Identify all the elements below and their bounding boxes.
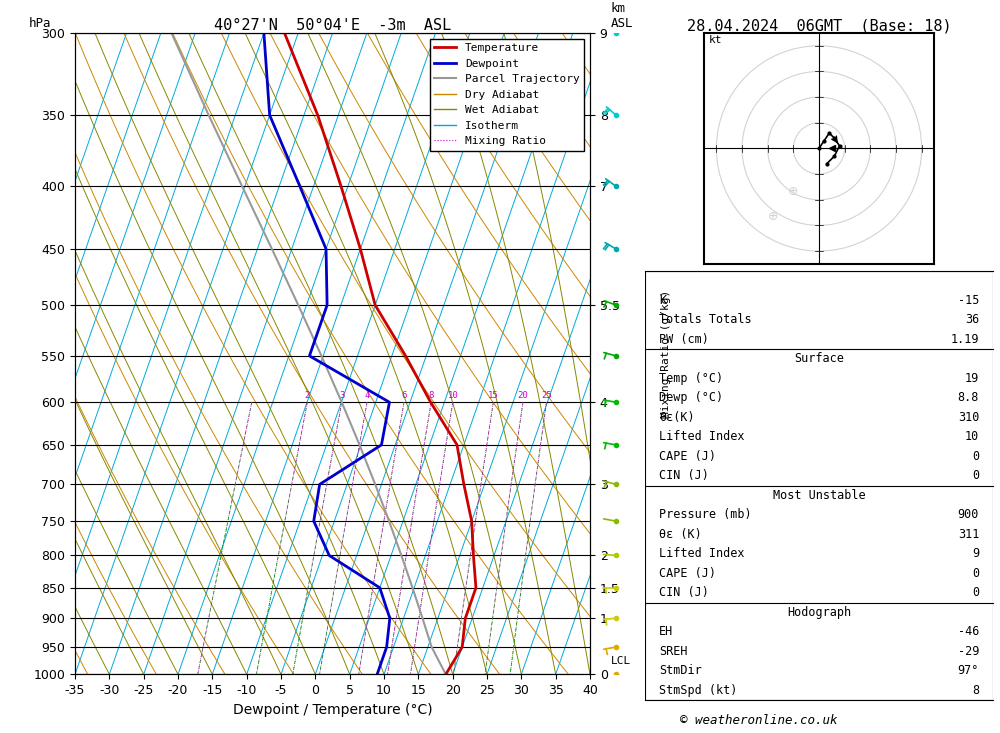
Text: K: K [659, 294, 666, 307]
Text: LCL: LCL [611, 655, 631, 666]
Text: 0: 0 [972, 469, 979, 482]
Text: 3: 3 [339, 391, 344, 399]
Text: θε(K): θε(K) [659, 411, 695, 424]
Text: 15: 15 [488, 391, 499, 399]
Text: 40°27'N  50°04'E  -3m  ASL: 40°27'N 50°04'E -3m ASL [214, 18, 451, 33]
Text: 8: 8 [972, 684, 979, 697]
Text: 0: 0 [972, 450, 979, 463]
Text: Pressure (mb): Pressure (mb) [659, 509, 752, 521]
Text: ⊕: ⊕ [768, 210, 778, 224]
X-axis label: Dewpoint / Temperature (°C): Dewpoint / Temperature (°C) [233, 703, 432, 717]
Text: 25: 25 [541, 391, 552, 399]
Text: Surface: Surface [794, 353, 844, 366]
Text: Lifted Index: Lifted Index [659, 430, 744, 443]
Text: 1.19: 1.19 [951, 333, 979, 346]
Text: PW (cm): PW (cm) [659, 333, 709, 346]
Text: 8: 8 [428, 391, 434, 399]
Text: StmSpd (kt): StmSpd (kt) [659, 684, 737, 697]
Text: CIN (J): CIN (J) [659, 586, 709, 600]
Text: ⊕: ⊕ [788, 185, 799, 198]
Text: hPa: hPa [29, 17, 51, 30]
Text: Hodograph: Hodograph [787, 605, 851, 619]
Text: StmDir: StmDir [659, 664, 702, 677]
Text: SREH: SREH [659, 645, 687, 658]
Text: θε (K): θε (K) [659, 528, 702, 541]
Text: 310: 310 [958, 411, 979, 424]
Text: © weatheronline.co.uk: © weatheronline.co.uk [680, 714, 837, 727]
Text: 900: 900 [958, 509, 979, 521]
Text: 20: 20 [518, 391, 528, 399]
Text: 0: 0 [972, 586, 979, 600]
Text: km
ASL: km ASL [611, 1, 633, 30]
Text: 6: 6 [401, 391, 407, 399]
Text: 28.04.2024  06GMT  (Base: 18): 28.04.2024 06GMT (Base: 18) [687, 18, 951, 33]
Text: Temp (°C): Temp (°C) [659, 372, 723, 385]
Text: 9: 9 [972, 548, 979, 560]
Text: 8.8: 8.8 [958, 391, 979, 405]
Text: Lifted Index: Lifted Index [659, 548, 744, 560]
Text: CAPE (J): CAPE (J) [659, 567, 716, 580]
Text: -15: -15 [958, 294, 979, 307]
Text: Dewp (°C): Dewp (°C) [659, 391, 723, 405]
Text: CIN (J): CIN (J) [659, 469, 709, 482]
Text: Most Unstable: Most Unstable [773, 489, 865, 502]
Legend: Temperature, Dewpoint, Parcel Trajectory, Dry Adiabat, Wet Adiabat, Isotherm, Mi: Temperature, Dewpoint, Parcel Trajectory… [430, 39, 584, 151]
Y-axis label: Mixing Ratio (g/kg): Mixing Ratio (g/kg) [661, 290, 671, 418]
Text: 19: 19 [965, 372, 979, 385]
Text: 36: 36 [965, 314, 979, 326]
Text: CAPE (J): CAPE (J) [659, 450, 716, 463]
Text: 97°: 97° [958, 664, 979, 677]
Text: 0: 0 [972, 567, 979, 580]
Text: EH: EH [659, 625, 673, 638]
Text: 10: 10 [447, 391, 458, 399]
Text: kt: kt [709, 35, 722, 45]
Text: 10: 10 [965, 430, 979, 443]
Text: -46: -46 [958, 625, 979, 638]
Text: 311: 311 [958, 528, 979, 541]
Text: 2: 2 [305, 391, 310, 399]
Text: 4: 4 [364, 391, 370, 399]
Text: -29: -29 [958, 645, 979, 658]
Text: Totals Totals: Totals Totals [659, 314, 752, 326]
